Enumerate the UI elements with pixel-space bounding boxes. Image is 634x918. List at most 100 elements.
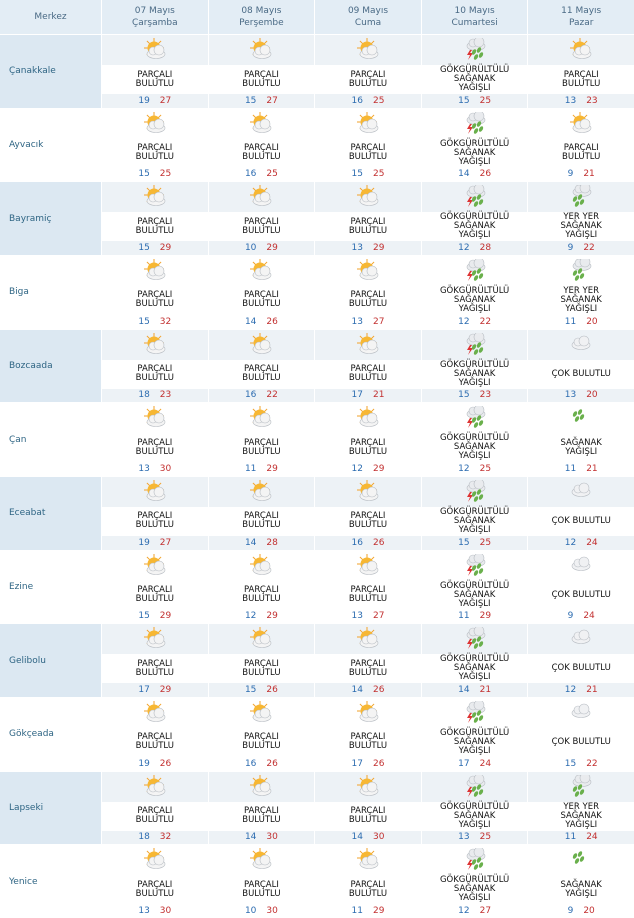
temps: 14 28 [208,535,315,550]
min-temp: 19 [138,95,150,106]
temps: 19 27 [102,94,208,108]
min-temp: 13 [138,464,150,475]
min-temp: 13 [564,390,577,401]
condition: PARÇALI BULUTLU [135,437,174,457]
day-header: 09 Mayıs Cuma [315,0,421,34]
weather-icon [422,403,528,433]
weather-icon [208,35,315,65]
weather-icon [421,624,528,655]
max-temp: 21 [479,685,492,696]
forecast-cell: PARÇALI BULUTLU 17 21 [315,329,421,403]
condition: PARÇALI BULUTLU [135,69,174,89]
weather-icon [315,698,421,728]
weather-icon [528,256,634,286]
min-temp: 14 [351,832,363,843]
max-temp: 20 [586,316,598,327]
temps: 12 21 [528,683,634,697]
max-temp: 27 [372,316,385,327]
max-temp: 26 [266,685,278,696]
temps: 13 25 [421,830,528,845]
forecast-cell: PARÇALI BULUTLU 17 29 [102,624,208,697]
condition: SAĞANAK YAĞIŞLI [560,879,602,899]
city-name: Bayramiç [0,182,101,255]
forecast-cell: PARÇALI BULUTLU 9 21 [528,109,634,182]
min-temp: 12 [564,685,577,696]
temps: 15 29 [102,610,208,624]
icon [143,111,166,133]
forecast-cell: PARÇALI BULUTLU 14 26 [209,256,315,329]
min-temp: 10 [244,243,257,254]
forecast-cell: PARÇALI BULUTLU 13 27 [315,551,421,624]
min-temp: 19 [138,537,150,548]
min-temp: 12 [458,906,470,917]
weather-icon [315,329,421,360]
min-temp: 15 [351,169,363,180]
min-temp: 13 [564,95,577,106]
condition: PARÇALI BULUTLU [135,658,174,678]
temps: 11 21 [528,462,634,476]
condition: PARÇALI BULUTLU [135,732,174,752]
temps: 10 30 [209,904,315,918]
weather-icon [421,35,528,65]
weather-icon [208,624,315,655]
temps: 11 20 [528,315,634,329]
icon [570,111,592,133]
condition: PARÇALI BULUTLU [348,437,388,457]
max-temp: 26 [372,537,385,548]
condition: PARÇALI BULUTLU [348,585,388,605]
forecast-cell: PARÇALI BULUTLU 14 28 [208,476,315,550]
max-temp: 29 [372,464,385,475]
condition: PARÇALI BULUTLU [348,879,388,899]
temps: 15 25 [315,168,421,182]
min-temp: 10 [244,906,257,917]
icon [571,630,591,645]
city-name: Ezine [9,581,34,592]
min-temp: 17 [458,758,470,769]
max-temp: 29 [159,611,172,622]
max-temp: 22 [266,390,278,401]
min-temp: 16 [244,169,257,180]
weather-icon [209,551,315,581]
condition: PARÇALI BULUTLU [348,290,388,310]
max-temp: 28 [479,243,492,254]
max-temp: 27 [479,906,492,917]
forecast-cell: YER YER SAĞANAK YAĞIŞLI 11 24 [528,771,634,845]
weather-icon [421,182,528,213]
forecast-cell: ÇOK BULUTLU 13 20 [528,329,634,403]
max-temp: 24 [583,611,595,622]
max-temp: 26 [266,758,278,769]
min-temp: 17 [351,758,363,769]
day-weekday: Pazar [568,18,594,28]
condition: PARÇALI BULUTLU [348,216,388,236]
temps: 13 23 [528,94,634,108]
forecast-cell: GÖKGÜRÜLTÜLÜ SAĞANAK YAĞIŞLI 12 28 [421,182,528,255]
temps: 14 26 [315,683,421,697]
max-temp: 21 [583,169,595,180]
icon [572,774,592,797]
icon [143,258,166,280]
min-temp: 16 [244,758,257,769]
min-temp: 13 [138,906,150,917]
max-temp: 27 [266,95,278,106]
weather-icon [422,109,528,139]
temps: 12 29 [315,462,421,476]
min-temp: 11 [564,464,577,475]
icon [250,774,272,796]
min-temp: 12 [244,611,257,622]
weather-icon [421,329,528,360]
max-temp: 27 [372,611,385,622]
max-temp: 25 [372,95,385,106]
condition: GÖKGÜRÜLTÜLÜ SAĞANAK YAĞIŞLI [439,654,510,683]
weather-icon [102,698,208,728]
condition: PARÇALI BULUTLU [242,143,281,163]
temps: 9 21 [528,168,634,182]
forecast-cell: GÖKGÜRÜLTÜLÜ SAĞANAK YAĞIŞLI 12 22 [422,256,528,329]
weather-icon [208,771,315,802]
forecast-cell: ÇOK BULUTLU 9 24 [528,551,634,624]
condition: YER YER SAĞANAK YAĞIŞLI [560,212,602,241]
weather-icon [528,845,634,875]
weather-icon [102,329,208,360]
condition: PARÇALI BULUTLU [242,511,281,531]
temps: 13 27 [315,315,421,329]
forecast-cell: GÖKGÜRÜLTÜLÜ SAĞANAK YAĞIŞLI 14 21 [421,624,528,697]
